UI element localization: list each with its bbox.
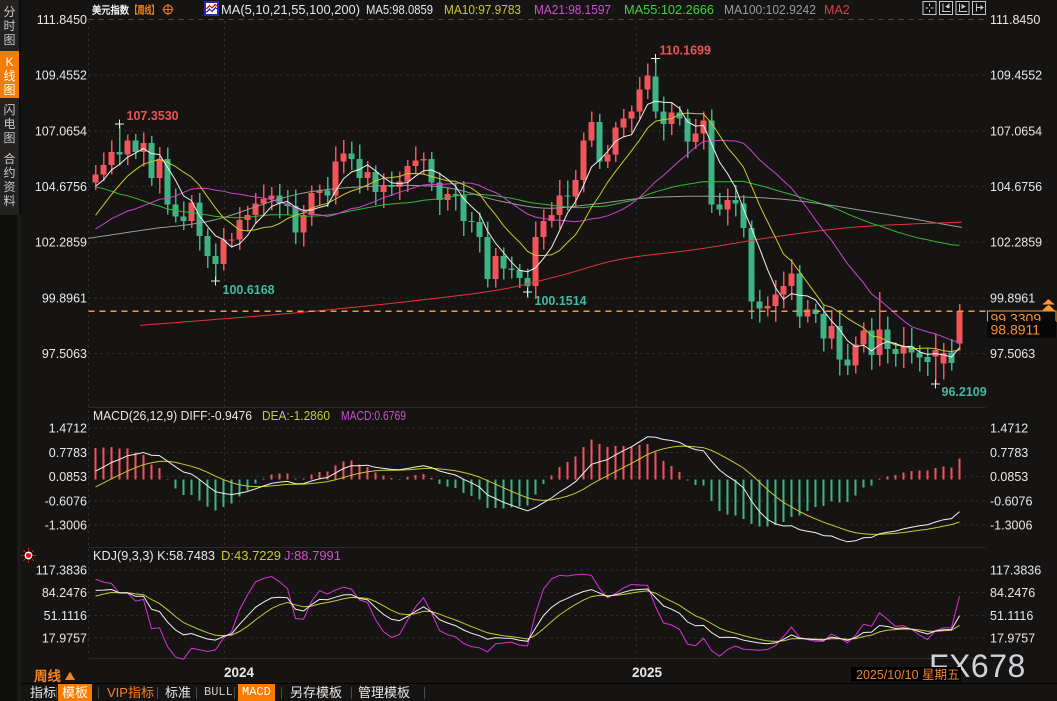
svg-text:J:88.7991: J:88.7991 [284,549,341,563]
svg-text:-1.3006: -1.3006 [990,519,1032,533]
svg-text:104.6756: 104.6756 [990,180,1042,194]
svg-text:117.3836: 117.3836 [36,564,87,578]
svg-text:【周线】: 【周线】 [131,4,159,17]
svg-text:-1.3006: -1.3006 [45,519,87,533]
svg-text:D:43.7229: D:43.7229 [221,549,281,563]
svg-text:109.4552: 109.4552 [35,69,87,83]
svg-text:-0.6076: -0.6076 [990,494,1032,508]
svg-text:MA100:102.9242: MA100:102.9242 [724,3,816,17]
svg-text:110.1699: 110.1699 [660,44,711,58]
svg-text:104.6756: 104.6756 [35,180,87,194]
svg-text:2025/10/10 星期五: 2025/10/10 星期五 [856,668,960,682]
svg-text:102.2859: 102.2859 [35,236,87,250]
svg-text:MA21:98.1597: MA21:98.1597 [534,3,611,17]
svg-text:107.3530: 107.3530 [127,109,179,123]
svg-text:KDJ(9,3,3) K:58.7483: KDJ(9,3,3) K:58.7483 [93,549,215,563]
svg-text:2024: 2024 [224,665,255,680]
svg-text:2025: 2025 [632,665,663,680]
svg-text:107.0654: 107.0654 [35,124,87,138]
svg-text:0.0853: 0.0853 [49,470,87,484]
svg-text:117.3836: 117.3836 [990,564,1041,578]
svg-text:1.4712: 1.4712 [49,422,87,436]
svg-text:0.7783: 0.7783 [990,446,1028,460]
svg-text:97.5063: 97.5063 [42,347,87,361]
svg-text:MACD(26,12,9) DIFF:-0.9476: MACD(26,12,9) DIFF:-0.9476 [93,409,252,423]
svg-text:0.7783: 0.7783 [49,446,87,460]
svg-text:109.4552: 109.4552 [990,69,1042,83]
svg-text:1.4712: 1.4712 [990,422,1028,436]
svg-text:99.8961: 99.8961 [990,291,1035,305]
svg-text:0.0853: 0.0853 [990,470,1028,484]
svg-text:51.1116: 51.1116 [990,609,1033,623]
svg-text:84.2476: 84.2476 [42,586,87,600]
svg-text:100.6168: 100.6168 [223,283,275,297]
svg-text:MA2: MA2 [824,3,850,17]
svg-text:102.2859: 102.2859 [990,236,1042,250]
svg-text:-0.6076: -0.6076 [45,494,87,508]
svg-text:51.1116: 51.1116 [44,609,87,623]
svg-text:MA5:98.0859: MA5:98.0859 [366,3,433,17]
svg-text:107.0654: 107.0654 [990,124,1042,138]
svg-text:96.2109: 96.2109 [942,385,987,399]
svg-text:84.2476: 84.2476 [990,586,1035,600]
svg-text:周线: 周线 [34,668,61,684]
svg-text:98.8911: 98.8911 [991,322,1041,338]
svg-text:MA10:97.9783: MA10:97.9783 [444,3,521,17]
svg-text:111.8450: 111.8450 [990,13,1040,27]
svg-text:DEA:-1.2860: DEA:-1.2860 [262,409,330,423]
svg-text:美元指数: 美元指数 [92,4,129,17]
svg-text:17.9757: 17.9757 [990,632,1035,646]
svg-text:17.9757: 17.9757 [42,632,87,646]
svg-text:111.8450: 111.8450 [37,13,87,27]
svg-text:MA(5,10,21,55,100,200): MA(5,10,21,55,100,200) [221,3,360,17]
svg-text:99.8961: 99.8961 [42,291,87,305]
svg-text:97.5063: 97.5063 [990,347,1035,361]
svg-text:MA55:102.2666: MA55:102.2666 [624,3,714,17]
svg-text:100.1514: 100.1514 [535,294,587,308]
svg-text:MACD:0.6769: MACD:0.6769 [341,409,406,423]
